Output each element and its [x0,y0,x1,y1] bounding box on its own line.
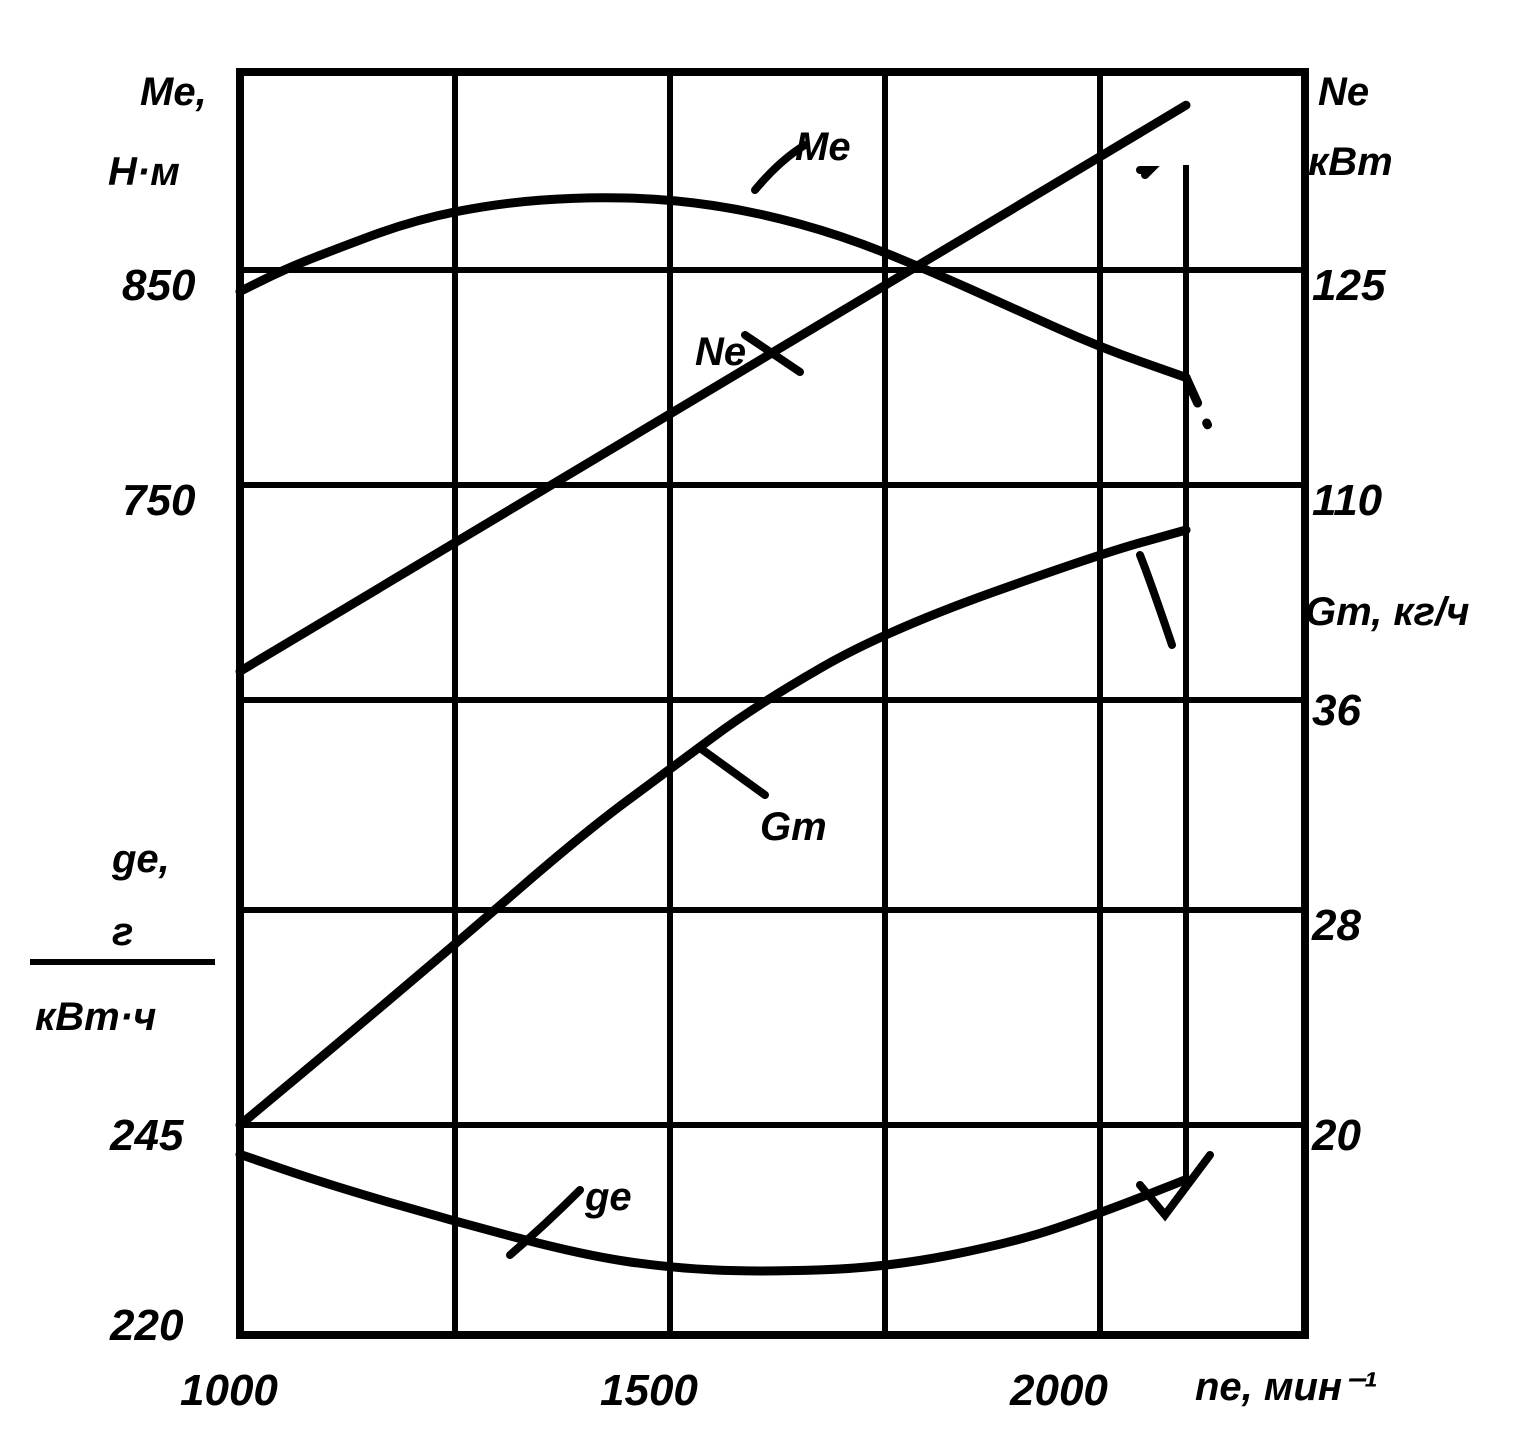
ge-axis-label-den: кВт·ч [35,995,156,1039]
me-tick-850: 850 [122,261,196,310]
plot-frame [236,68,1309,1339]
ge-axis-label-line1: gе, [111,837,170,881]
ge-tail [1136,1151,1214,1222]
ne-axis-label-line1: Nе [1318,70,1369,114]
curve-label-ge: gе [584,1175,632,1219]
series-line-3 [235,525,1191,1130]
leader-ge [506,1186,584,1259]
me-axis-label-line1: Mе, [140,70,207,114]
ne-tick-125: 125 [1312,261,1386,310]
ge-tick-220: 220 [109,1301,184,1350]
ge-tick-245: 245 [109,1111,184,1160]
gt-tick-36: 36 [1312,686,1361,735]
leader-me [751,141,809,194]
curve-label-gt: Gт [760,805,827,849]
series-line-2 [235,100,1191,676]
curve-label-me: Mе [795,125,851,169]
leader-ne [741,331,804,376]
ne-peak-marker [1136,166,1160,179]
curves [235,100,1214,1276]
ge-axis-label-num: г [112,910,133,954]
me-axis-label-line2: Н·м [108,150,180,194]
x-axis-label: nе, мин⁻¹ [1195,1365,1377,1409]
curve-label-ne: Nе [695,330,746,374]
gt-tail [1136,551,1176,649]
x-tick-1500: 1500 [600,1366,698,1415]
x-tick-2000: 2000 [1009,1366,1108,1415]
series-line-0 [235,193,1191,382]
series-line-4 [235,1149,1191,1276]
ne-axis-label-line2: кВт [1308,140,1393,184]
me-tick-750: 750 [122,476,196,525]
x-tick-1000: 1000 [180,1366,278,1415]
series-line-1 [1181,373,1212,430]
grid [236,68,1309,1339]
leader-gt [696,744,769,799]
gt-axis-label: Gт, кг/ч [1305,590,1469,634]
gt-tick-20: 20 [1311,1111,1361,1160]
gt-tick-28: 28 [1311,901,1361,950]
ne-tick-110: 110 [1312,476,1383,525]
